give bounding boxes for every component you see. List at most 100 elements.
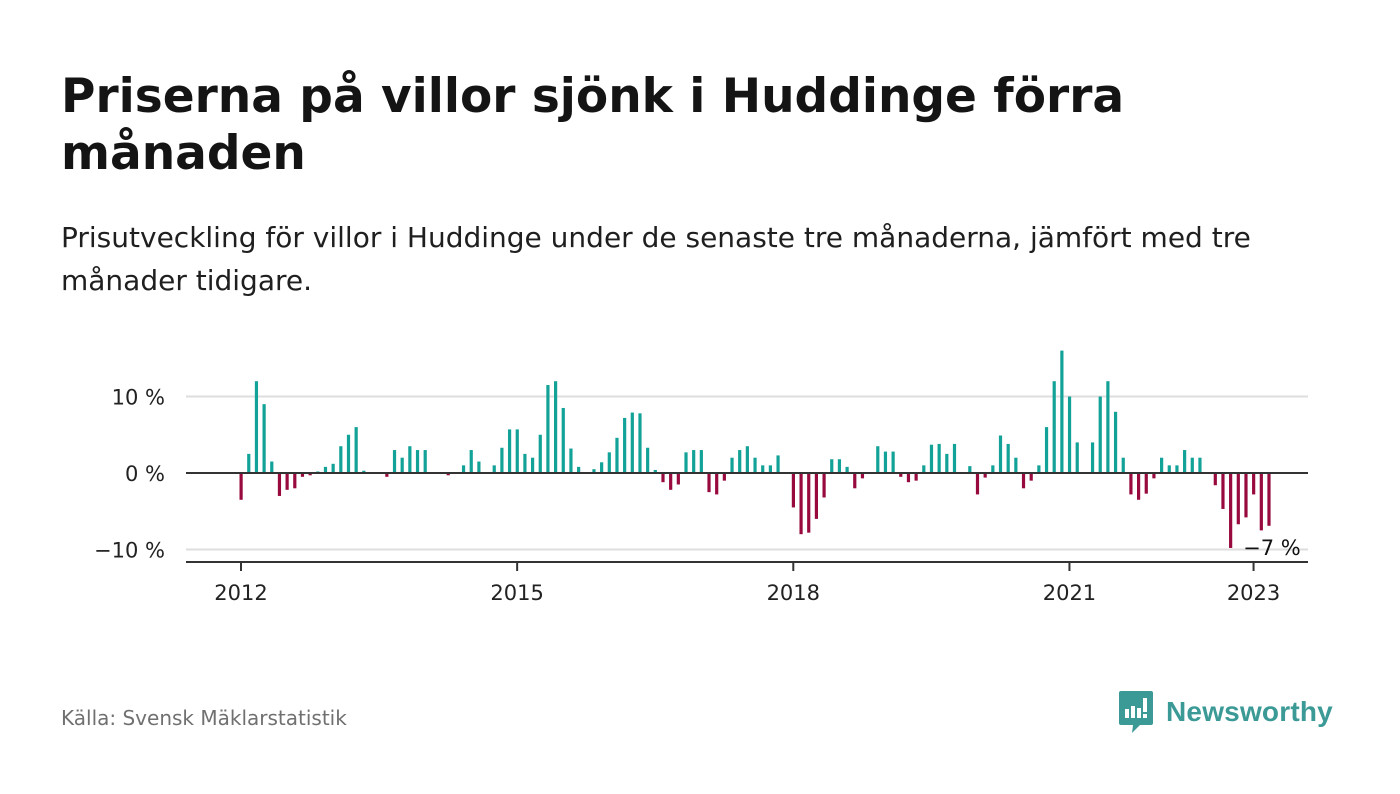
bar [308, 473, 312, 476]
bar [945, 453, 949, 474]
bar [477, 461, 481, 473]
bar [952, 443, 957, 473]
bar [500, 447, 504, 473]
bar [768, 465, 772, 473]
bar [415, 450, 420, 473]
bar [530, 457, 535, 473]
bar [1259, 473, 1263, 531]
bar [722, 473, 726, 481]
bar [339, 446, 343, 473]
bar [1167, 465, 1171, 473]
bar [385, 473, 389, 477]
y-tick-label: −10 % [94, 539, 165, 563]
bar [546, 385, 550, 473]
bar [630, 412, 634, 473]
bar [569, 448, 573, 473]
bar [876, 446, 880, 473]
bar [830, 459, 834, 473]
bar [1144, 473, 1148, 494]
bar [293, 473, 297, 489]
bar [300, 473, 305, 477]
bar [692, 450, 696, 473]
bar [929, 444, 934, 473]
bar [331, 463, 335, 473]
bar [600, 462, 604, 473]
bar [730, 457, 734, 473]
x-tick-label: 2012 [214, 581, 267, 605]
bar [423, 450, 427, 473]
bar [346, 434, 351, 473]
y-tick-label: 10 % [112, 386, 165, 410]
bar [1121, 457, 1125, 473]
bar [937, 443, 941, 473]
bar [1006, 443, 1010, 473]
x-tick-label: 2015 [490, 581, 543, 605]
bar [577, 466, 581, 473]
bar [239, 473, 243, 500]
bar [745, 446, 749, 473]
tick-labels: 10 % 0 % −10 % 2012 2015 2018 2021 2023 −7 % [94, 386, 1301, 606]
bar [592, 469, 596, 473]
x-tick-label: 2023 [1227, 581, 1280, 605]
bar [515, 429, 519, 473]
bar [446, 473, 450, 476]
bar [1044, 427, 1049, 473]
bar [1129, 473, 1133, 495]
bar [676, 473, 680, 485]
bar [523, 453, 527, 474]
bar [791, 473, 795, 508]
bar [247, 453, 251, 474]
bar [270, 461, 274, 473]
bar [891, 451, 895, 473]
bar [983, 473, 987, 478]
bar [906, 473, 911, 483]
bar [1236, 473, 1240, 525]
bar [814, 473, 819, 519]
bar [638, 413, 642, 473]
x-tick-label: 2021 [1043, 581, 1096, 605]
bar [853, 473, 857, 489]
bar [461, 465, 466, 473]
bar [776, 455, 780, 473]
bar [323, 466, 328, 473]
bars [239, 350, 1271, 548]
bar [1052, 381, 1056, 473]
bar-chart: 10 % 0 % −10 % 2012 2015 2018 2021 2023 −7 % [94, 350, 1308, 606]
bar [899, 473, 903, 477]
bar [661, 473, 665, 483]
bar [1113, 411, 1118, 473]
bar [1221, 473, 1225, 509]
bar [1075, 442, 1079, 473]
logo-wordmark: Newsworthy [1166, 696, 1333, 727]
bar [254, 381, 259, 473]
bar [669, 473, 673, 490]
bar [684, 452, 688, 473]
bar [753, 457, 757, 473]
y-tick-label: 0 % [125, 462, 165, 486]
newsworthy-logo[interactable]: Newsworthy [1118, 689, 1333, 735]
bar [860, 473, 865, 479]
bar [607, 452, 611, 473]
bar [715, 473, 719, 495]
bar [738, 450, 742, 473]
bar [1136, 473, 1141, 500]
bar [975, 473, 980, 495]
bar [1175, 465, 1179, 473]
bar [1098, 396, 1102, 473]
bar [1160, 457, 1164, 473]
bar [845, 466, 849, 473]
bar [807, 473, 811, 533]
bar [1198, 457, 1202, 473]
bar [1029, 473, 1033, 481]
bar [285, 473, 289, 490]
bar [554, 381, 558, 473]
bar [1106, 381, 1110, 473]
bar [1183, 450, 1187, 473]
bar [507, 429, 512, 473]
axes [186, 472, 1308, 571]
bar [968, 466, 972, 473]
last-value-label: −7 % [1243, 536, 1301, 560]
bar [362, 470, 366, 473]
bar [538, 434, 542, 473]
bar [1060, 350, 1064, 473]
